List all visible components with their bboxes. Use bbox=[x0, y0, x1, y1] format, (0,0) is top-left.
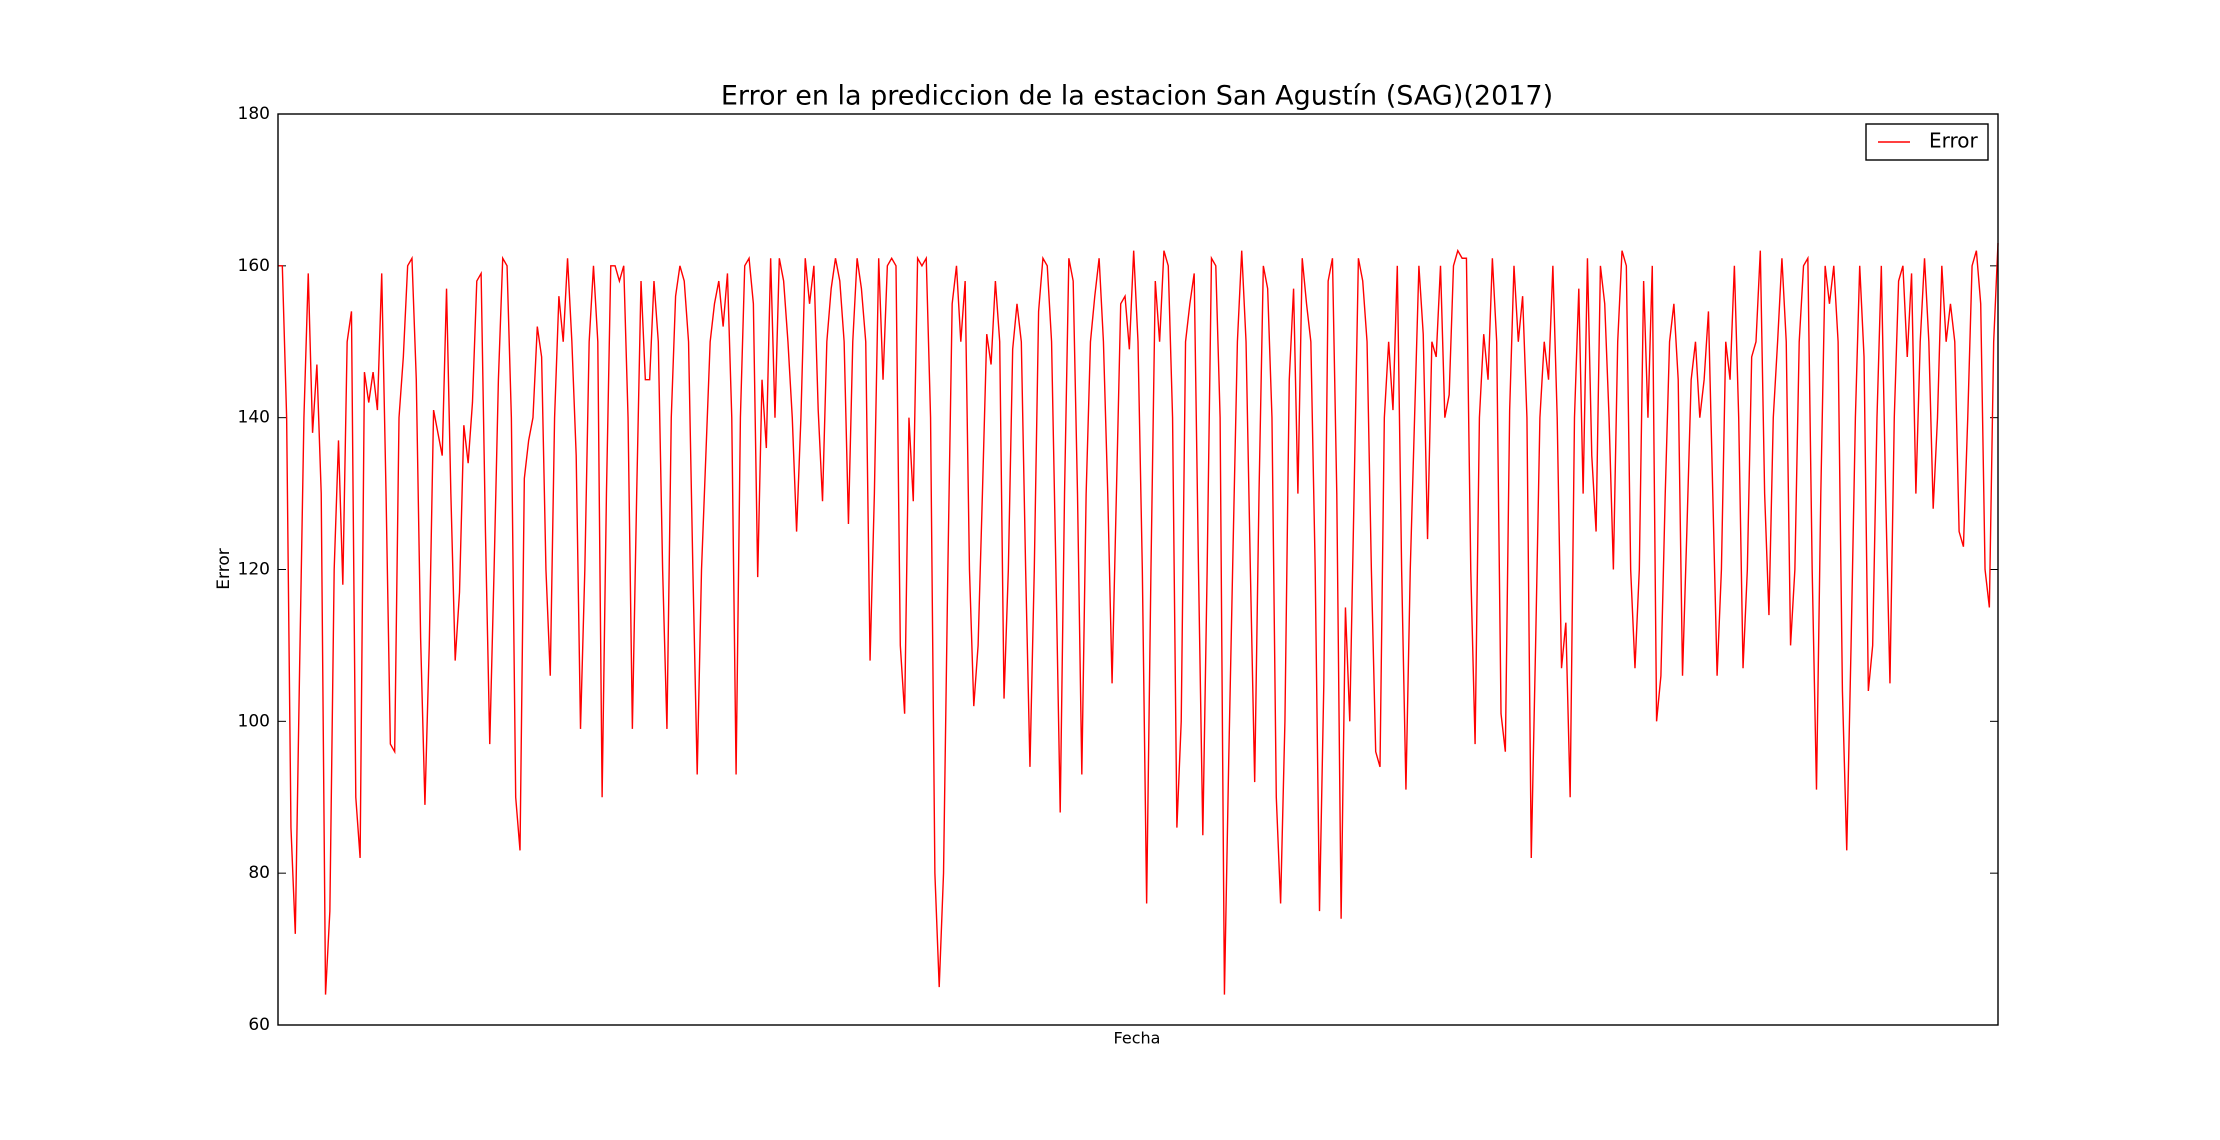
plot-frame bbox=[277, 113, 1999, 1026]
y-tick-label: 60 bbox=[248, 1015, 270, 1035]
y-tick-label: 140 bbox=[238, 408, 270, 428]
line bbox=[278, 243, 1999, 995]
y-tick-label: 80 bbox=[248, 863, 270, 883]
y-axis-label: Error bbox=[214, 548, 234, 589]
y-tick-label: 160 bbox=[238, 256, 270, 276]
legend-label: Error bbox=[1929, 129, 1979, 153]
y-tick-label: 100 bbox=[238, 711, 270, 731]
x-axis-label: Fecha bbox=[1114, 1029, 1161, 1048]
y-tick-label: 180 bbox=[238, 104, 270, 124]
legend-box bbox=[1865, 123, 1989, 161]
y-tick-label: 120 bbox=[238, 560, 270, 580]
chart-title: Error en la prediccion de la estacion Sa… bbox=[721, 81, 1553, 112]
